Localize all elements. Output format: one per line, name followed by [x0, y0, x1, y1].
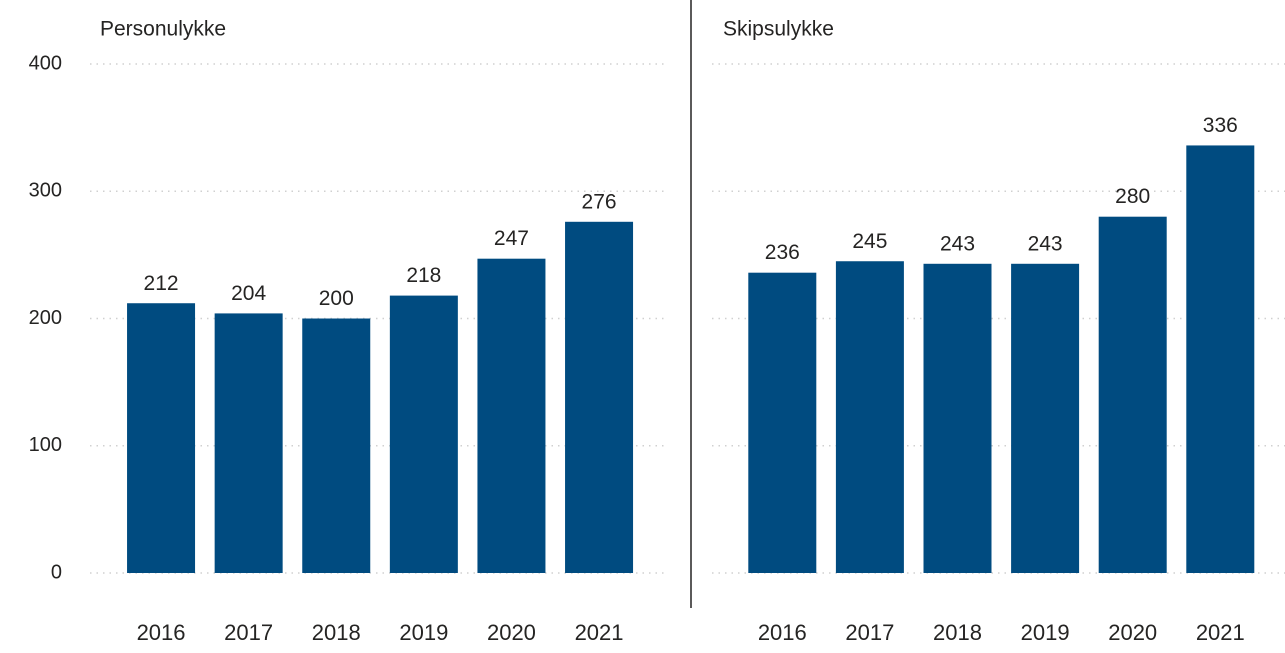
value-label: 212 — [144, 272, 179, 295]
value-label: 276 — [582, 190, 617, 213]
y-tick-label: 200 — [29, 307, 62, 329]
x-tick-label: 2017 — [845, 620, 894, 645]
bar — [923, 263, 992, 573]
x-tick-label: 2021 — [1196, 620, 1245, 645]
bar — [1098, 216, 1167, 573]
value-label: 336 — [1203, 114, 1238, 137]
bar — [477, 258, 546, 573]
value-label: 247 — [494, 227, 529, 250]
bar — [748, 272, 817, 573]
x-tick-label: 2016 — [758, 620, 807, 645]
y-tick-label: 100 — [29, 434, 62, 456]
y-tick-label: 0 — [51, 561, 62, 583]
bar — [1186, 145, 1255, 573]
bar — [302, 318, 371, 573]
bar — [389, 295, 458, 573]
y-tick-label: 300 — [29, 180, 62, 202]
x-tick-label: 2019 — [399, 620, 448, 645]
y-tick-label: 400 — [29, 52, 62, 74]
x-tick-label: 2018 — [933, 620, 982, 645]
x-tick-label: 2019 — [1021, 620, 1070, 645]
value-label: 236 — [765, 241, 800, 264]
chart-title: Skipsulykke — [723, 18, 834, 41]
chart-title: Personulykke — [100, 18, 226, 41]
bar — [127, 303, 196, 573]
bar — [1011, 263, 1080, 573]
x-tick-label: 2021 — [575, 620, 624, 645]
value-label: 245 — [852, 230, 887, 253]
value-label: 204 — [231, 282, 266, 305]
value-label: 280 — [1115, 185, 1150, 208]
bar — [835, 261, 904, 573]
bar — [214, 313, 283, 573]
x-tick-label: 2018 — [312, 620, 361, 645]
bar — [565, 221, 634, 574]
x-tick-label: 2020 — [487, 620, 536, 645]
x-tick-label: 2017 — [224, 620, 273, 645]
x-tick-label: 2020 — [1108, 620, 1157, 645]
value-label: 243 — [1028, 232, 1063, 255]
value-label: 200 — [319, 287, 354, 310]
value-label: 243 — [940, 232, 975, 255]
x-tick-label: 2016 — [137, 620, 186, 645]
value-label: 218 — [406, 264, 441, 287]
